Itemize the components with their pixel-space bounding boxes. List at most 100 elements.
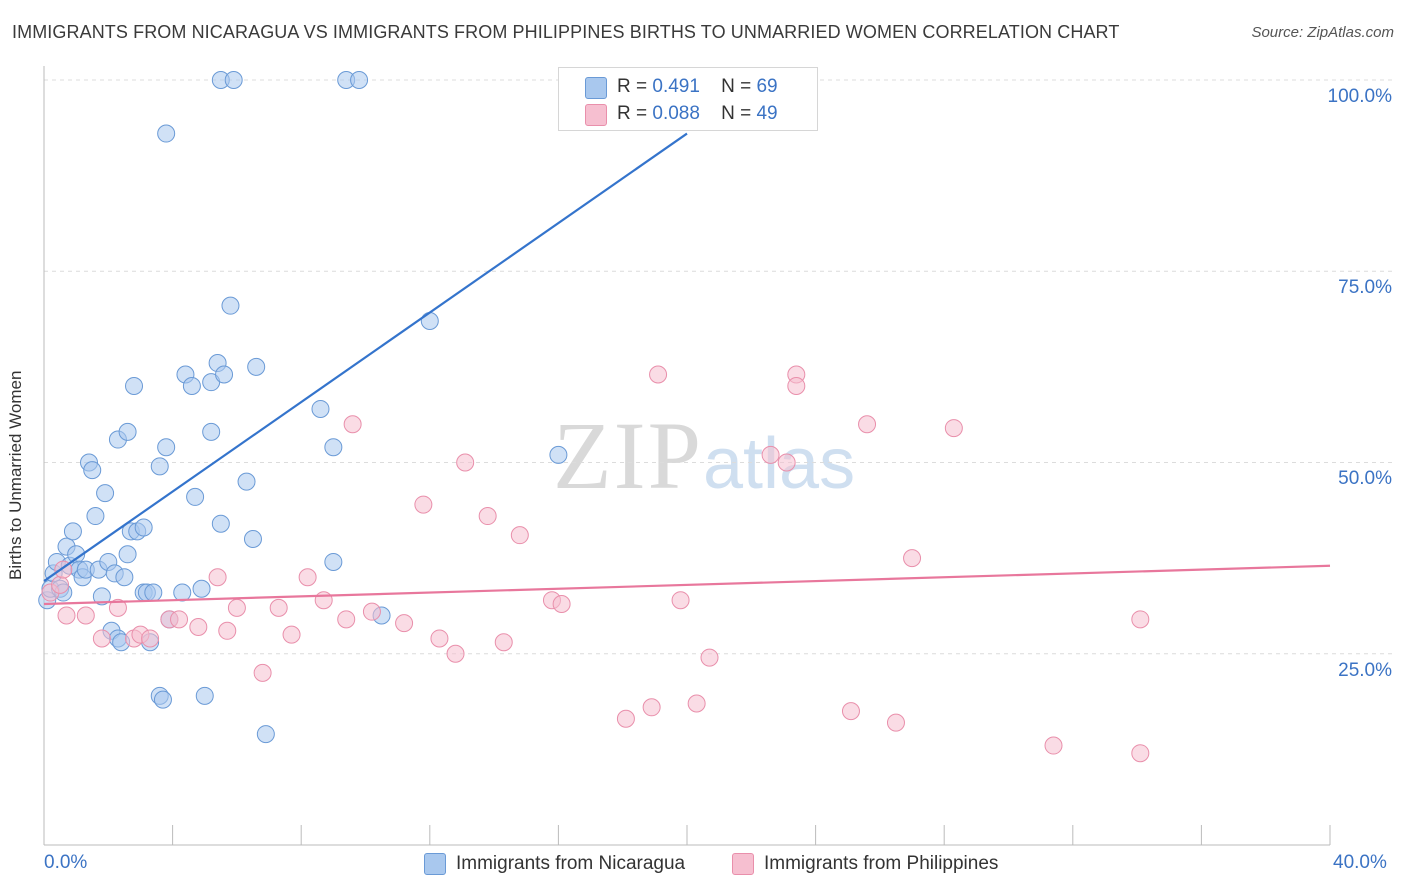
data-point-philippines [343, 415, 362, 434]
data-point-philippines [642, 698, 661, 717]
data-point-nicaragua [202, 422, 221, 441]
y-tick-75: 75.0% [1338, 277, 1392, 298]
data-point-philippines [314, 591, 333, 610]
data-point-philippines [282, 625, 301, 644]
correlation-legend: R = 0.491 N = 69 R = 0.088 N = 49 [558, 67, 818, 131]
data-point-philippines [777, 453, 796, 472]
data-point-nicaragua [157, 438, 176, 457]
data-point-nicaragua [173, 583, 192, 602]
bottom-legend-swatch-blue [424, 853, 446, 875]
chart-title: IMMIGRANTS FROM NICARAGUA VS IMMIGRANTS … [12, 22, 1120, 42]
data-point-philippines [1131, 610, 1150, 629]
data-point-philippines [189, 617, 208, 636]
data-point-philippines [787, 377, 806, 395]
data-point-nicaragua [549, 445, 568, 464]
data-point-nicaragua [83, 461, 102, 480]
data-point-nicaragua [115, 568, 134, 587]
legend-text-philippines: R = 0.088 N = 49 [617, 103, 778, 125]
data-point-philippines [253, 663, 272, 682]
legend-n-label: N = [721, 76, 752, 97]
watermark: ZIPatlas [553, 400, 855, 511]
data-point-philippines [395, 614, 414, 633]
bottom-legend-label-nicaragua: Immigrants from Nicaragua [456, 853, 686, 874]
x-tick-min: 0.0% [44, 852, 88, 873]
data-point-philippines [886, 713, 905, 732]
data-point-philippines [208, 568, 227, 587]
data-point-philippines [269, 598, 288, 617]
data-point-nicaragua [221, 296, 240, 315]
data-point-nicaragua [195, 686, 214, 705]
data-point-nicaragua [150, 457, 169, 476]
legend-swatch-blue [585, 77, 607, 99]
data-point-nicaragua [118, 545, 137, 564]
data-point-philippines [671, 591, 690, 610]
legend-n-value: 49 [756, 103, 778, 124]
data-point-nicaragua [63, 522, 82, 541]
data-point-philippines [446, 644, 465, 663]
data-point-nicaragua [243, 530, 262, 548]
data-point-philippines [903, 549, 922, 568]
data-point-philippines [414, 495, 433, 514]
data-point-nicaragua [192, 579, 211, 598]
legend-r-label: R = [617, 76, 648, 97]
data-point-philippines [494, 633, 513, 652]
data-point-philippines [76, 606, 95, 625]
data-point-philippines [478, 507, 497, 526]
data-point-nicaragua [224, 71, 243, 89]
data-point-nicaragua [86, 507, 105, 526]
data-point-nicaragua [186, 487, 205, 506]
bottom-legend-swatch-pink [732, 853, 754, 875]
data-point-nicaragua [211, 514, 230, 533]
data-point-philippines [510, 526, 529, 545]
data-point-philippines [141, 629, 160, 648]
data-point-philippines [1044, 736, 1063, 755]
data-point-philippines [552, 595, 571, 614]
data-point-nicaragua [134, 518, 153, 537]
data-point-philippines [616, 709, 635, 728]
data-point-philippines [51, 575, 70, 594]
legend-r-value: 0.491 [652, 76, 700, 97]
data-point-philippines [1131, 744, 1150, 763]
data-point-nicaragua [237, 472, 256, 491]
data-point-nicaragua [324, 552, 343, 571]
data-point-philippines [57, 606, 76, 625]
legend-r-label: R = [617, 103, 648, 124]
data-point-nicaragua [118, 422, 137, 441]
data-point-philippines [858, 415, 877, 434]
data-point-nicaragua [157, 124, 176, 143]
trend-line-nicaragua [43, 132, 688, 582]
data-point-philippines [218, 621, 237, 640]
data-point-philippines [687, 694, 706, 713]
data-point-nicaragua [247, 357, 266, 376]
legend-n-value: 69 [756, 76, 778, 97]
data-point-nicaragua [350, 71, 369, 89]
bottom-legend-label-philippines: Immigrants from Philippines [764, 853, 999, 874]
data-point-philippines [841, 702, 860, 721]
legend-n-label: N = [721, 103, 752, 124]
data-point-nicaragua [215, 365, 234, 384]
data-point-nicaragua [311, 399, 330, 418]
data-point-philippines [430, 629, 449, 648]
data-point-nicaragua [96, 484, 115, 503]
legend-swatch-pink [585, 104, 607, 126]
watermark-zip: ZIP [553, 402, 703, 509]
data-point-philippines [456, 453, 475, 472]
data-point-nicaragua [182, 377, 201, 395]
data-point-nicaragua [144, 583, 163, 602]
data-point-philippines [170, 610, 189, 629]
legend-text-nicaragua: R = 0.491 N = 69 [617, 76, 778, 98]
data-point-philippines [944, 419, 963, 438]
y-tick-25: 25.0% [1338, 660, 1392, 681]
data-point-nicaragua [256, 725, 275, 744]
data-point-nicaragua [420, 311, 439, 330]
data-point-nicaragua [324, 438, 343, 457]
trend-line-philippines [43, 564, 1331, 606]
data-point-philippines [362, 602, 381, 621]
data-point-philippines [227, 598, 246, 617]
x-tick-max: 40.0% [1333, 852, 1387, 873]
y-axis-label: Births to Unmarried Women [6, 370, 25, 580]
data-point-philippines [92, 629, 111, 648]
data-point-philippines [700, 648, 719, 667]
legend-r-value: 0.088 [652, 103, 700, 124]
